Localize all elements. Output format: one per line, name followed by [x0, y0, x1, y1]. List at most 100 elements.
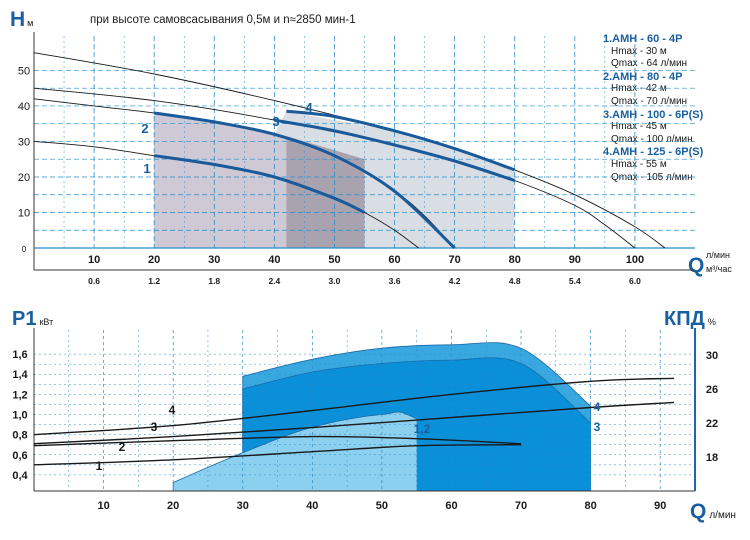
kpd-ylabel-unit: %	[707, 317, 716, 327]
bottom-xtick-label: 40	[306, 500, 318, 512]
legend-model-1: 1.АМН - 60 - 4Р Hmax - 30 м Qmax - 64 л/…	[603, 33, 748, 71]
top-grid	[34, 36, 695, 248]
bottom-xtick-label: 50	[376, 500, 388, 512]
region-label-1-2: 1,2	[414, 422, 431, 436]
power-curve-label-4: 4	[169, 403, 176, 417]
bottom-ytick-label: 0,4	[12, 470, 28, 482]
bottom-xtick-label: 70	[515, 500, 527, 512]
operating-region-dark	[286, 136, 365, 248]
power-curve-label-2: 2	[119, 440, 126, 454]
top-xlabel-unit-lmin: л/мин	[706, 250, 730, 260]
legend-model-3: 3.АМН - 100 - 6Р(S) Hmax - 45 м Qmax - 1…	[603, 109, 748, 147]
top-xtick2-label: 3.0	[329, 276, 341, 286]
top-xtick2-label: 0.6	[88, 276, 100, 286]
legend-model-name: 3.АМН - 100 - 6Р(S)	[603, 108, 704, 121]
top-xtick2-label: 6.0	[629, 276, 641, 286]
legend-hmax: Hmax - 42 м	[611, 83, 667, 95]
top-ylabel-letter: H	[10, 8, 26, 31]
legend-model-2: 2.АМН - 80 - 4Р Hmax - 42 м Qmax - 70 л/…	[603, 71, 748, 109]
top-ytick-label: 40	[18, 101, 30, 113]
region-label-3: 3	[594, 420, 601, 434]
bottom-xtick-label: 80	[585, 500, 597, 512]
top-xlabel-letter: Q	[688, 254, 705, 277]
legend-qmax: Qmax - 70 л/мин	[611, 95, 688, 107]
top-ytick-label: 10	[18, 207, 30, 219]
top-ytick-label: 0	[22, 245, 27, 254]
top-xtick2-label: 5.4	[569, 276, 581, 286]
legend-qmax: Qmax - 100 л/мин	[611, 133, 693, 145]
top-xlabel-unit-m3h: м³/час	[706, 264, 732, 274]
top-xtick-label: 50	[328, 254, 340, 266]
p-ylabel-unit: кВт	[39, 317, 54, 327]
bottom-ytick-label: 1,2	[12, 389, 27, 401]
power-curve-4	[33, 377, 675, 436]
top-xtick2-label: 1.2	[148, 276, 160, 286]
efficiency-region-overlap	[416, 418, 591, 491]
bottom-ytick-right-label: 30	[706, 350, 718, 362]
curve-1-operating	[153, 154, 366, 214]
bottom-ytick-label: 1,4	[12, 369, 28, 381]
bottom-ytick-label: 0,6	[12, 450, 27, 462]
legend-hmax: Hmax - 45 м	[611, 121, 667, 133]
top-ytick-label: 20	[18, 172, 30, 184]
bottom-xtick-label: 60	[445, 500, 457, 512]
kpd-ylabel-letter: КПД	[664, 308, 705, 330]
top-xtick2-label: 1.8	[208, 276, 220, 286]
top-ytick-label: 50	[18, 65, 30, 77]
kpd-ylabel: КПД%	[664, 308, 716, 331]
bottom-xlabel-unit: л/мин	[709, 510, 736, 521]
curve-3-operating	[274, 118, 516, 182]
top-xtick-label: 10	[88, 254, 100, 266]
power-curve-label-1: 1	[96, 459, 103, 473]
bottom-ytick-label: 1,6	[12, 349, 27, 361]
bottom-ytick-right-label: 22	[706, 418, 718, 430]
bottom-xtick-label: 20	[167, 500, 179, 512]
power-curve-1	[33, 444, 522, 466]
top-xtick2-label: 3.6	[389, 276, 401, 286]
curve-2-operating	[153, 111, 456, 250]
top-xtick-label: 90	[569, 254, 581, 266]
power-curve-3	[33, 401, 675, 445]
legend-hmax: Hmax - 30 м	[611, 45, 667, 57]
top-xtick-label: 60	[388, 254, 400, 266]
top-xlabel: Q	[688, 254, 704, 278]
legend-qmax: Qmax - 64 л/мин	[611, 58, 688, 70]
power-curve-2	[33, 435, 522, 447]
bottom-xtick-label: 90	[654, 500, 666, 512]
top-ylabel-unit: м	[27, 18, 34, 28]
top-xtick2-label: 4.8	[509, 276, 521, 286]
legend-model-name: 4.АМН - 125 - 6Р(S)	[603, 146, 704, 159]
top-curve-label-4: 4	[305, 100, 313, 115]
legend-hmax: Hmax - 55 м	[611, 158, 667, 170]
bottom-ytick-label: 0,8	[12, 430, 27, 442]
bottom-xlabel-letter: Q	[690, 500, 707, 523]
bottom-ytick-label: 1,0	[12, 410, 27, 422]
curve-4-operating	[286, 109, 516, 172]
p-ylabel: P1 кВт	[12, 308, 53, 331]
top-ytick-label: 30	[18, 136, 30, 148]
p-ylabel-letter: P1	[12, 308, 37, 330]
power-curve-label-3: 3	[151, 420, 158, 434]
bottom-ytick-right-label: 18	[706, 452, 718, 464]
bottom-xtick-label: 10	[97, 500, 109, 512]
top-xtick2-label: 4.2	[449, 276, 461, 286]
top-curve-label-1: 1	[143, 161, 150, 176]
top-xtick-label: 40	[268, 254, 280, 266]
top-xtick-label: 20	[148, 254, 160, 266]
top-xtick-label: 30	[208, 254, 220, 266]
legend-model-name: 1.АМН - 60 - 4Р	[603, 33, 683, 45]
chart-subtitle: при высоте самовсасывания 0,5м и n≈2850 …	[90, 14, 356, 26]
top-xtick-label: 100	[626, 254, 644, 266]
legend-model-name: 2.АМН - 80 - 4Р	[603, 70, 683, 83]
top-xtick2-label: 2.4	[268, 276, 280, 286]
top-xtick-label: 80	[509, 254, 521, 266]
bottom-xtick-label: 30	[237, 500, 249, 512]
top-curve-label-3: 3	[272, 114, 279, 129]
bottom-ytick-right-label: 26	[706, 384, 718, 396]
top-curve-label-2: 2	[141, 121, 148, 136]
region-label-4: 4	[594, 400, 601, 414]
